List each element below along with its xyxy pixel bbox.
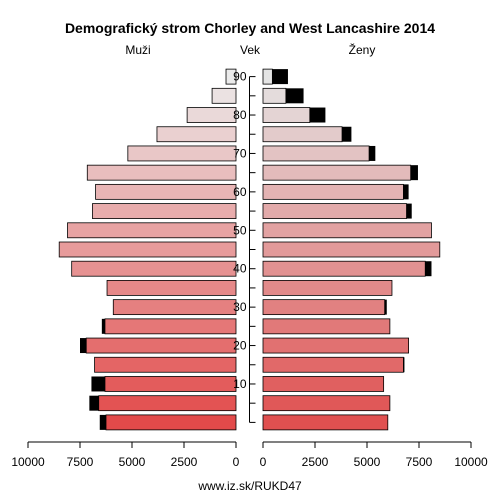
- male-x-axis: 10000 7500 5000 2500 0: [11, 441, 240, 469]
- male-x-tick-label: 7500: [67, 455, 94, 469]
- female-excess-60-64: [403, 184, 409, 200]
- male-bar-25-29: [104, 318, 237, 335]
- male-bar-0-4: [105, 414, 237, 431]
- male-bar-60-64: [95, 183, 237, 200]
- male-bar-90+: [225, 68, 237, 85]
- male-bar-75-79: [156, 126, 237, 143]
- male-bar-70-74: [127, 145, 237, 162]
- female-bar-60-64: [262, 183, 404, 200]
- female-label: Ženy: [349, 42, 376, 57]
- female-bars: [262, 68, 441, 431]
- female-bar-55-59: [262, 203, 407, 219]
- male-bar-15-19: [94, 356, 237, 373]
- female-x-axis: 0 2500 5000 7500 10000: [260, 441, 488, 469]
- age-tick-label: 80: [233, 108, 247, 122]
- male-bar-65-69: [86, 164, 237, 181]
- age-axis-label: Vek: [240, 43, 261, 57]
- female-bar-10-14: [262, 376, 385, 392]
- female-x-tick-label: 10000: [454, 455, 488, 469]
- male-x-tick-label: 10000: [11, 455, 45, 469]
- male-bar-50-54: [67, 222, 237, 239]
- female-x-tick-label: 5000: [354, 455, 381, 469]
- female-excess-75-79: [342, 126, 352, 142]
- male-bar-40-44: [71, 260, 237, 277]
- male-bar-10-14: [104, 376, 237, 392]
- female-excess-30-34: [384, 299, 387, 315]
- female-bar-5-9: [262, 395, 391, 412]
- female-bar-80-84: [262, 107, 311, 123]
- female-excess-70-74: [369, 145, 376, 161]
- age-tick-label: 20: [233, 339, 247, 353]
- male-excess-20-24: [80, 338, 87, 354]
- female-bar-75-79: [262, 126, 343, 143]
- female-x-tick-label: 7500: [406, 455, 433, 469]
- female-bar-50-54: [262, 222, 432, 239]
- female-bar-25-29: [262, 318, 391, 335]
- age-tick-label: 70: [233, 146, 247, 160]
- female-excess-65-69: [410, 165, 418, 181]
- male-x-tick-label: 2500: [171, 455, 198, 469]
- age-axis: 10 20 30 40 50 60 70 80 90: [233, 70, 256, 423]
- female-bar-65-69: [262, 164, 412, 181]
- age-tick-label: 90: [233, 70, 247, 84]
- male-bar-30-34: [112, 299, 237, 316]
- age-tick-label: 30: [233, 300, 247, 314]
- male-excess-0-4: [99, 414, 106, 430]
- male-bars: [58, 68, 237, 431]
- male-bar-55-59: [92, 203, 237, 219]
- male-x-tick-label: 0: [233, 455, 240, 469]
- female-bar-85-89: [262, 87, 287, 104]
- female-bar-0-4: [262, 414, 389, 431]
- female-excess-90+: [272, 69, 288, 85]
- age-tick-label: 10: [233, 377, 247, 391]
- female-bar-45-49: [262, 241, 441, 258]
- female-bar-15-19: [262, 356, 404, 373]
- age-tick-label: 60: [233, 185, 247, 199]
- female-excess-80-84: [309, 107, 326, 123]
- male-bar-35-39: [106, 280, 237, 296]
- female-bar-70-74: [262, 145, 370, 162]
- female-bar-35-39: [262, 280, 393, 296]
- female-x-tick-label: 2500: [302, 455, 329, 469]
- age-tick-label: 50: [233, 223, 247, 237]
- female-bar-20-24: [262, 337, 410, 354]
- male-bar-5-9: [98, 395, 237, 412]
- male-bar-45-49: [58, 241, 237, 258]
- male-label: Muži: [125, 43, 150, 57]
- male-excess-25-29: [101, 318, 105, 334]
- male-bar-80-84: [186, 107, 237, 123]
- female-excess-85-89: [285, 88, 304, 104]
- source-footer: www.iz.sk/RUKD47: [197, 479, 302, 493]
- female-x-tick-label: 0: [260, 455, 267, 469]
- female-excess-40-44: [425, 261, 432, 277]
- female-excess-15-19: [403, 357, 405, 373]
- male-bar-85-89: [211, 87, 237, 104]
- male-excess-5-9: [89, 395, 99, 411]
- male-x-tick-label: 5000: [119, 455, 146, 469]
- age-tick-label: 40: [233, 262, 247, 276]
- male-excess-10-14: [91, 376, 105, 392]
- female-bar-30-34: [262, 299, 386, 316]
- female-excess-55-59: [406, 203, 412, 219]
- female-bar-90+: [262, 68, 273, 85]
- chart-title: Demografický strom Chorley and West Lanc…: [65, 20, 435, 36]
- male-bar-20-24: [85, 337, 237, 354]
- female-bar-40-44: [262, 260, 426, 277]
